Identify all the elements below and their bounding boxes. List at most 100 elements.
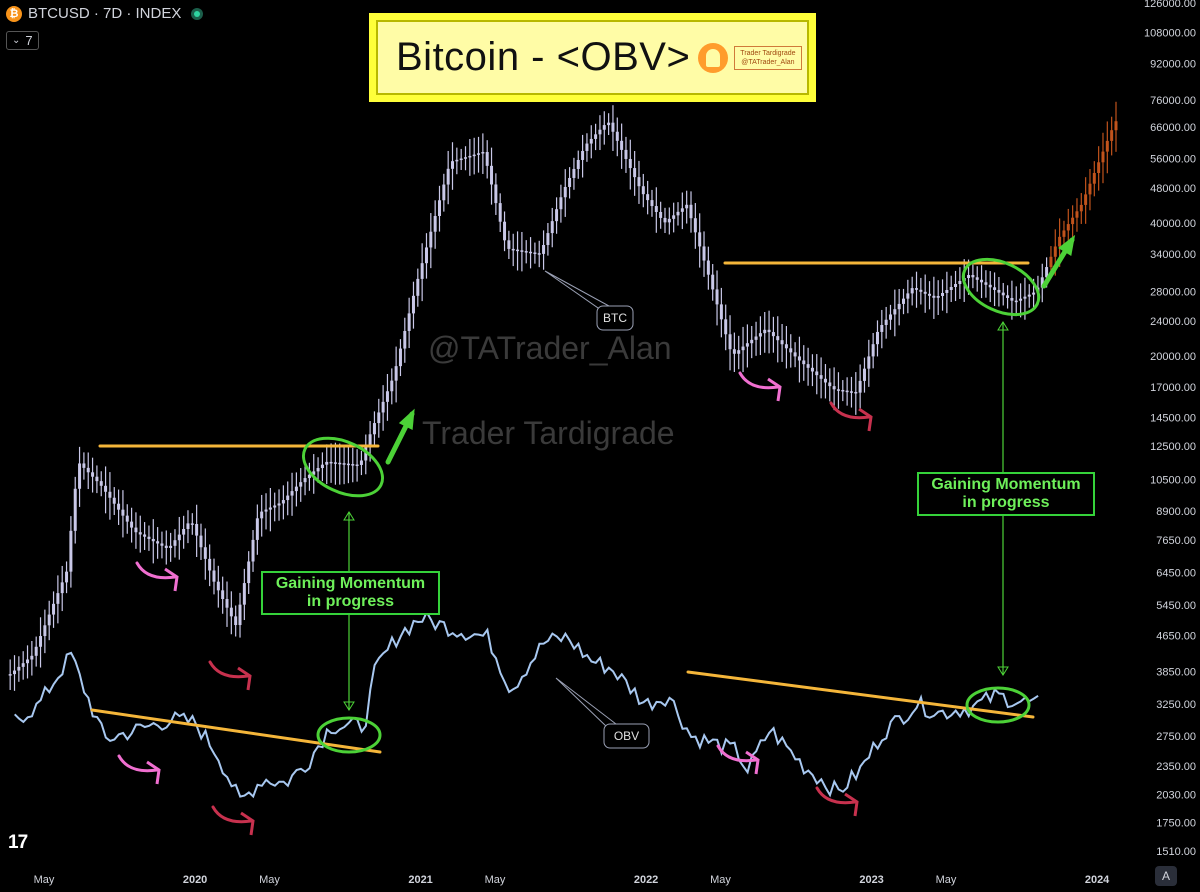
price-candle-body [1006,295,1010,298]
chevron-down-icon: ⌄ [12,35,21,46]
price-candle-body [464,157,468,159]
price-candle-body [86,467,90,473]
price-candle-body [849,391,853,393]
price-candle-body [130,521,134,528]
auto-scale-button[interactable]: A [1155,866,1177,886]
price-candle-body [173,540,177,546]
price-candle-body [433,215,437,232]
price-candle-body [823,378,827,383]
price-candle-body [771,332,775,337]
price-candle-body [325,461,329,465]
y-tick-label: 48000.00 [1150,183,1196,195]
price-candle-body [845,390,849,393]
y-tick-label: 56000.00 [1150,153,1196,165]
price-candle-body [923,291,927,294]
x-tick-label: May [710,874,731,886]
author-badge: Trader Tardigrade @TATrader_Alan [734,45,802,70]
momentum-link-2020-bottom [343,701,355,711]
momentum-line1: Gaining Momentum [931,476,1081,493]
price-candle-body [390,380,394,392]
symbol-header[interactable]: ₿ BTCUSD · 7D · INDEX [6,5,204,22]
price-candle-body [60,582,64,594]
y-tick-label: 3250.00 [1156,699,1196,711]
chart-title-box: Bitcoin - <OBV> Trader Tardigrade @TATra… [369,13,816,102]
y-tick-label: 126000.00 [1144,0,1196,10]
price-candle-body [372,423,376,435]
price-candle-body [793,352,797,357]
price-candle-body [481,152,485,154]
price-candle-body [1045,267,1049,278]
price-candle-body [359,460,363,465]
y-tick-label: 6450.00 [1156,568,1196,580]
bounce-arrow-red-head [858,407,873,432]
price-candle-body [971,275,975,278]
price-candle-body [650,200,654,207]
price-candle-body [620,140,624,150]
x-tick-label: 2024 [1085,874,1110,886]
price-candle-body [1019,298,1023,301]
price-candle-body [73,488,77,531]
price-candle-body [1001,292,1005,296]
bounce-arrow-pink-head [164,567,179,592]
price-candle-body [858,380,862,393]
price-candle-body [607,122,611,126]
price-candle-body [1092,172,1096,184]
price-candle-body [806,364,810,368]
price-candle-body [216,581,220,591]
price-candle-body [732,349,736,354]
price-candle-body [125,515,129,522]
price-candle-body [906,293,910,299]
breakout-ellipse-obv-2020 [316,716,382,754]
x-tick-label: 2021 [408,874,432,886]
price-candle-body [897,303,901,310]
price-candle-body [346,463,350,466]
obv-layer [13,610,1039,799]
y-tick-label: 2750.00 [1156,731,1196,743]
price-candle-body [715,289,719,305]
price-candle-body [767,329,771,333]
price-candle-body [1105,140,1109,152]
price-candle-body [589,138,593,144]
price-candle-body [1032,292,1036,295]
price-candle-body [915,288,919,290]
price-candle-body [1023,296,1027,299]
price-candle-body [685,204,689,209]
obv-label-pointer [555,677,617,729]
symbol-line: BTCUSD · 7D · INDEX [28,5,182,22]
price-candle-body [1075,211,1079,218]
price-candle-body [546,233,550,246]
y-tick-label: 3850.00 [1156,667,1196,679]
price-candle-body [537,253,541,255]
btc-label-box [596,305,634,331]
bounce-arrow-pink [135,561,177,580]
price-candle-body [273,505,277,508]
price-candle-body [550,221,554,234]
price-candle-body [69,530,73,572]
x-tick-label: 2022 [634,874,658,886]
price-candle-body [455,159,459,162]
price-candle-body [8,674,12,676]
bounce-arrow-pink-head [767,377,782,402]
indicators-toggle[interactable]: ⌄ 7 [6,31,39,50]
price-candle-body [728,334,732,350]
price-candle-body [377,412,381,424]
price-candle-body [65,571,69,583]
price-candle-body [260,511,264,519]
price-candle-body [320,464,324,469]
price-candle-body [910,288,914,294]
price-candle-body [615,131,619,141]
obv-line [13,610,1039,799]
price-candle-body [255,518,259,540]
price-candle-body [975,277,979,280]
price-candle-body [1066,224,1070,231]
price-candle-body [880,324,884,332]
price-candle-body [741,346,745,351]
price-candle-body [420,263,424,279]
price-candle-body [212,570,216,582]
bounce-arrow-red [815,786,857,805]
price-candle-body [628,158,632,169]
market-status-icon [191,7,204,20]
watermark-name: Trader Tardigrade [422,415,675,451]
price-candle-body [559,197,563,210]
